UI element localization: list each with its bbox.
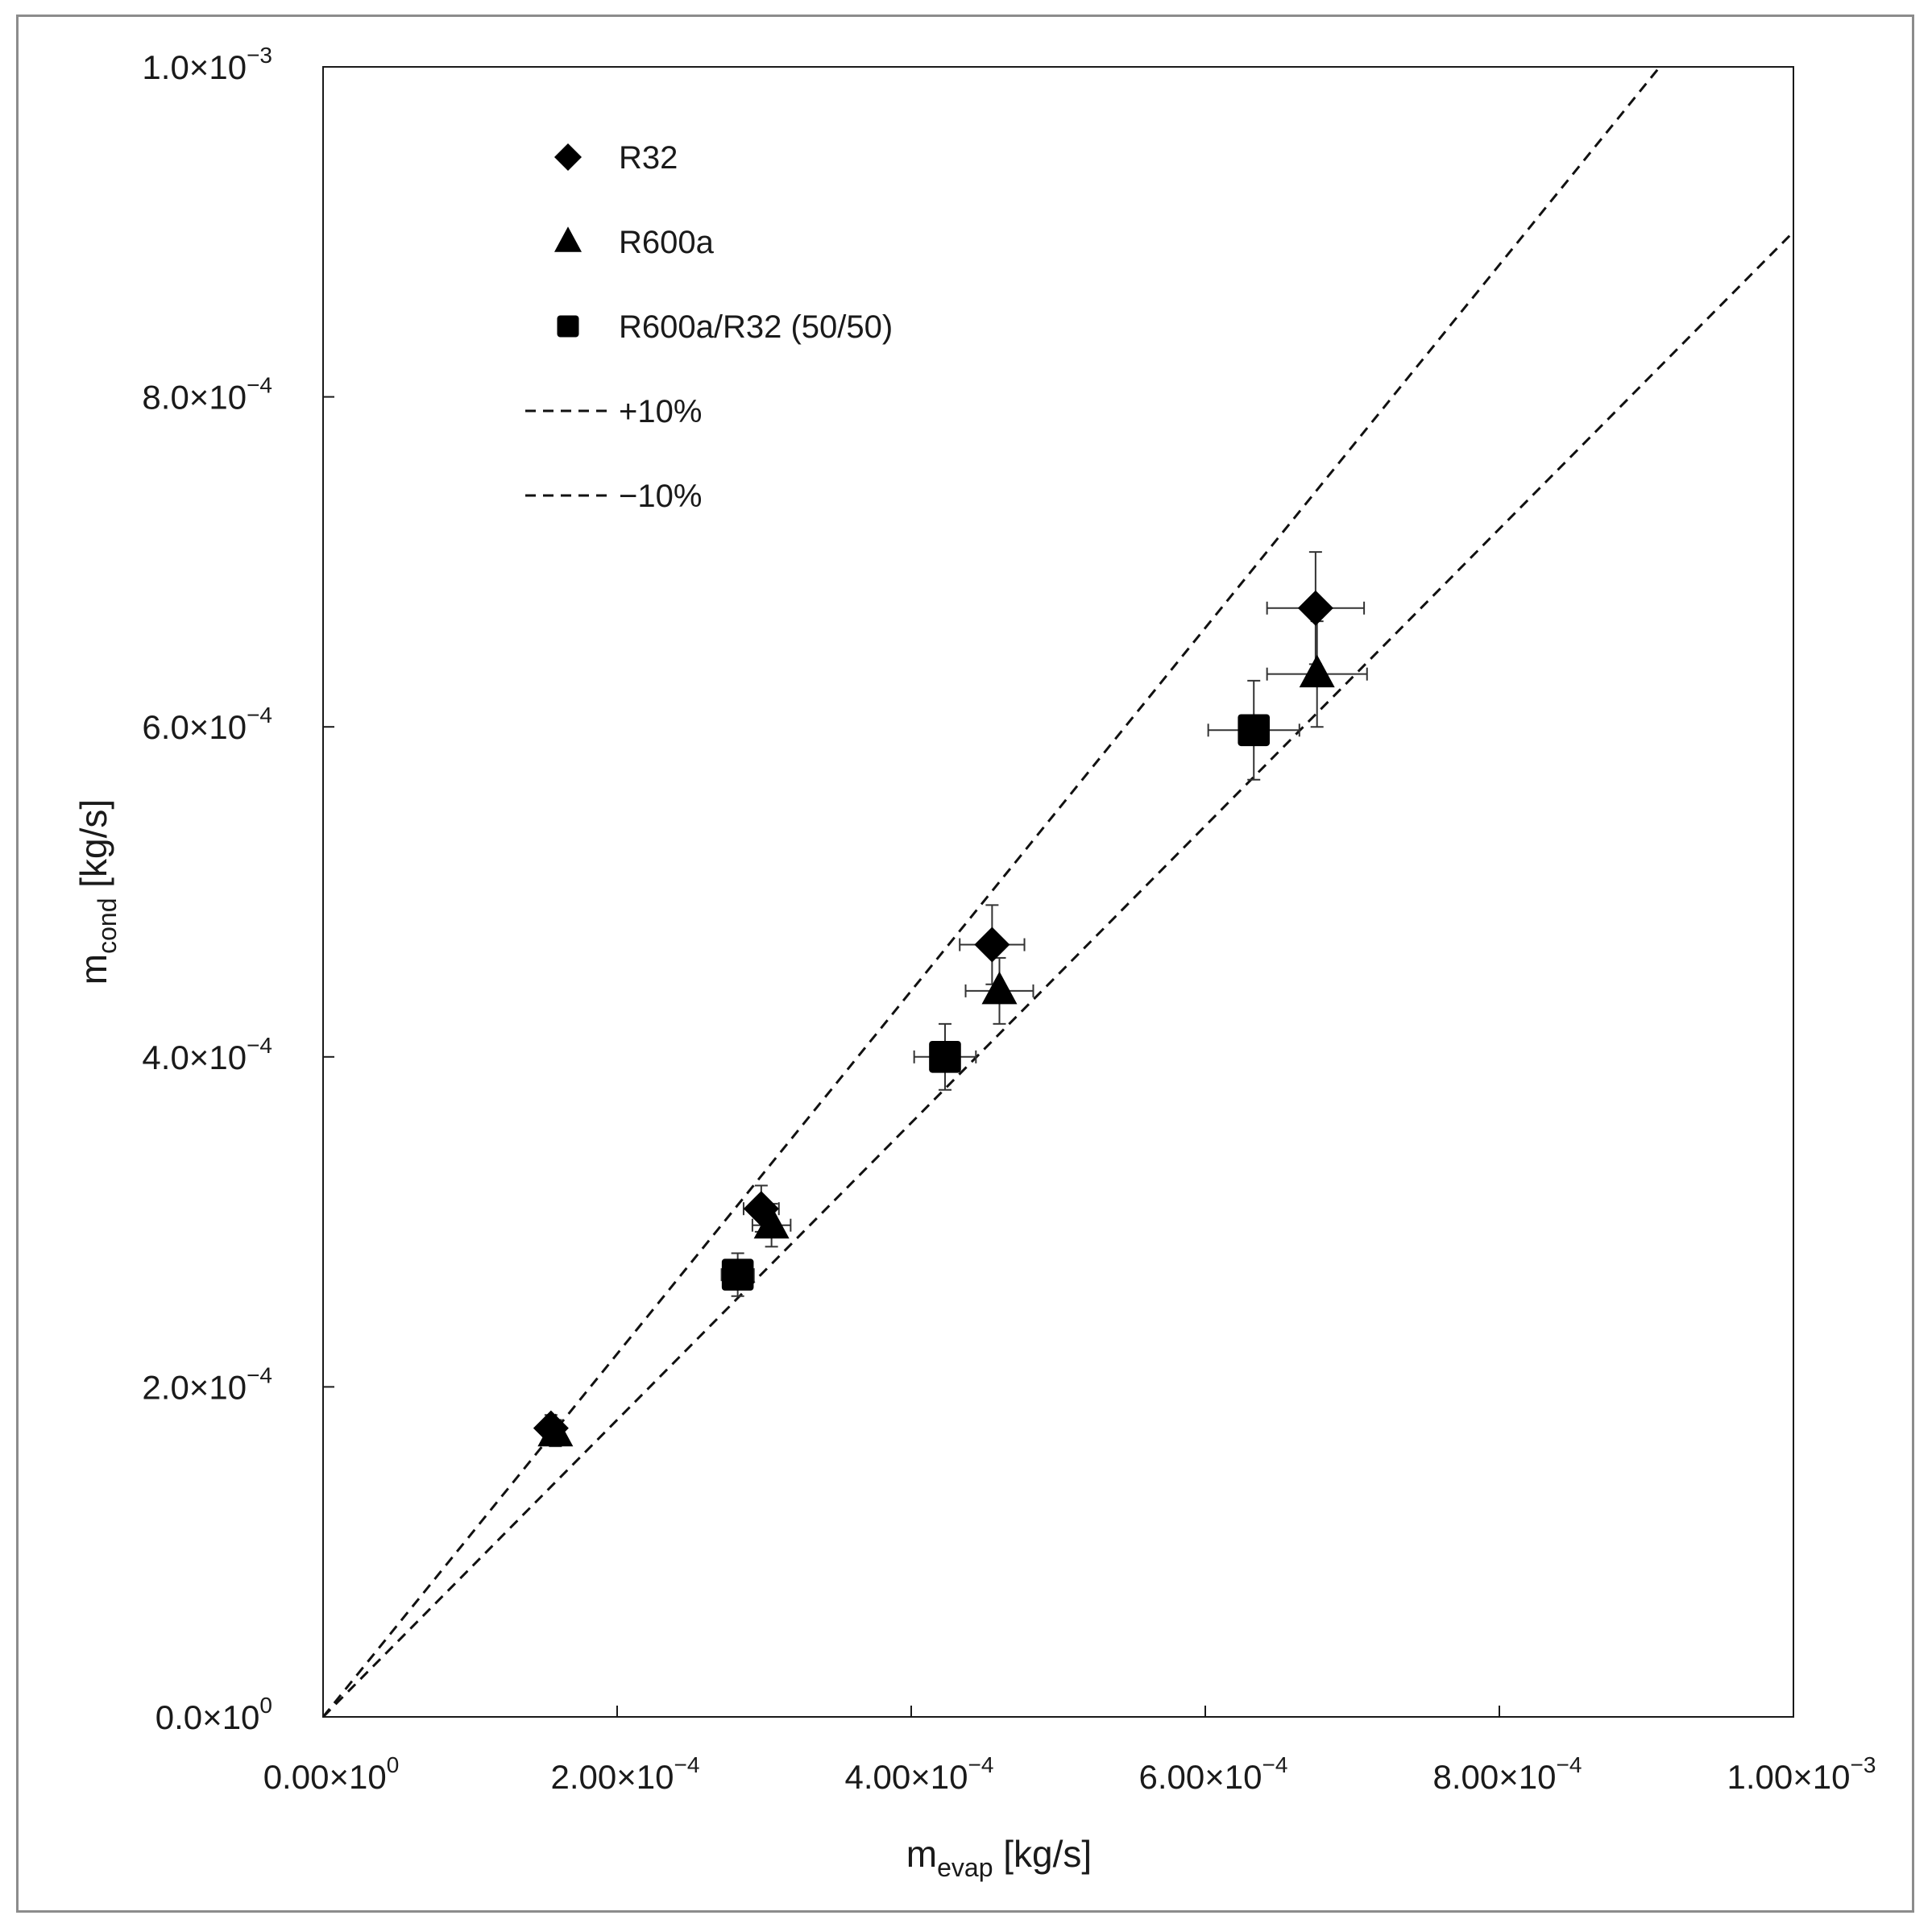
data-markers bbox=[533, 590, 1335, 1447]
y-tick-label: 0.0×100 bbox=[155, 1693, 272, 1736]
legend-label-r600a: R600a bbox=[619, 225, 715, 260]
x-axis-label-sub: evap bbox=[937, 1853, 993, 1882]
legend: R32 R600a R600a/R32 (50/50) +10% −10% bbox=[525, 140, 893, 514]
legend-label-minus-10-percent: −10% bbox=[619, 479, 702, 514]
data-point-r600a bbox=[981, 971, 1018, 1005]
y-axis-label: mcond [kg/s] bbox=[73, 799, 122, 985]
x-axis-label: mevap [kg/s] bbox=[906, 1833, 1092, 1882]
y-tick-label: 8.0×10−4 bbox=[142, 373, 272, 417]
data-point-r600a-r32-50-50 bbox=[721, 1258, 754, 1291]
y-tick-label: 4.0×10−4 bbox=[142, 1033, 272, 1076]
plot-area bbox=[322, 66, 1794, 1718]
x-tick-label: 8.00×10−4 bbox=[1433, 1752, 1582, 1796]
legend-label-r32: R32 bbox=[619, 140, 678, 176]
y-tick-label: 2.0×10−4 bbox=[142, 1362, 272, 1406]
x-tick-label: 2.00×10−4 bbox=[551, 1752, 700, 1796]
y-tick-label: 1.0×10−3 bbox=[142, 43, 272, 86]
data-point-r600a-r32-50-50 bbox=[929, 1041, 961, 1073]
legend-label-plus-10-percent: +10% bbox=[619, 394, 702, 429]
data-point-r600a bbox=[537, 1413, 574, 1447]
x-tick-label: 1.00×10−3 bbox=[1727, 1752, 1876, 1796]
x-axis-label-base: m bbox=[906, 1833, 937, 1875]
legend-label-r600a-r32-50-50: R600a/R32 (50/50) bbox=[619, 309, 893, 345]
x-tick-label: 4.00×10−4 bbox=[845, 1752, 994, 1796]
y-axis-label-sub: cond bbox=[93, 898, 122, 954]
legend-marker-r600a-r32-50-50 bbox=[557, 315, 579, 338]
y-tick-label: 6.0×10−4 bbox=[142, 703, 272, 746]
x-tick-label: 6.00×10−4 bbox=[1139, 1752, 1288, 1796]
x-tick-label: 0.00×100 bbox=[263, 1752, 400, 1796]
data-point-r600a bbox=[1299, 654, 1335, 688]
reference-lines bbox=[323, 67, 1793, 1717]
y-axis-label-base: m bbox=[73, 954, 114, 985]
tick-labels: 0.00×100 2.00×10−4 4.00×10−4 6.00×10−4 8.00×… bbox=[142, 43, 1876, 1796]
x-axis-label-unit: [kg/s] bbox=[993, 1833, 1092, 1875]
data-point-r32 bbox=[1297, 590, 1333, 626]
legend-marker-r600a bbox=[554, 226, 582, 252]
reference-line-minus-10-percent bbox=[323, 230, 1793, 1717]
legend-marker-r32 bbox=[554, 143, 582, 171]
y-axis-label-unit: [kg/s] bbox=[73, 799, 114, 898]
data-point-r32 bbox=[974, 927, 1010, 963]
data-point-r600a-r32-50-50 bbox=[1238, 714, 1271, 747]
data-point-r600a bbox=[753, 1205, 790, 1239]
axis-ticks bbox=[322, 66, 1794, 1718]
